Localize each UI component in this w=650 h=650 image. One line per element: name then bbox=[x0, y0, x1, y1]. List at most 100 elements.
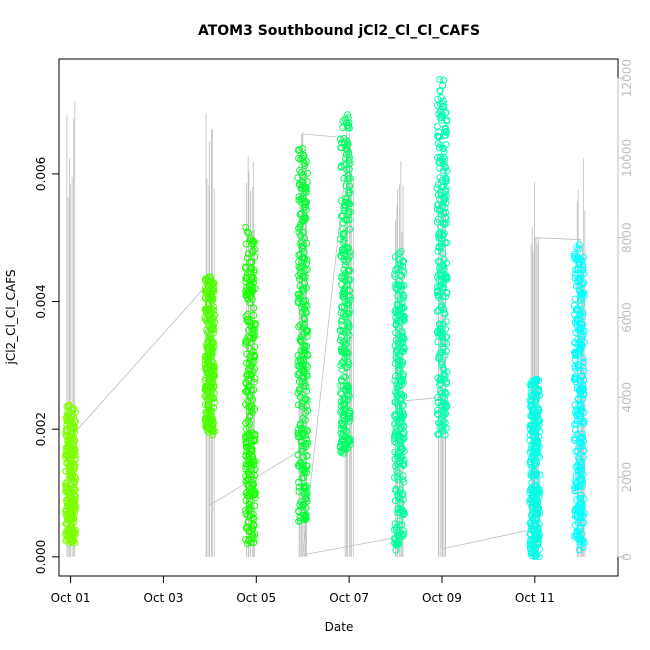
data-point bbox=[572, 282, 580, 290]
data-point bbox=[303, 328, 311, 336]
data-point bbox=[340, 229, 348, 237]
data-point bbox=[298, 445, 306, 453]
data-point bbox=[295, 251, 303, 259]
data-point bbox=[297, 338, 305, 346]
data-point bbox=[579, 433, 587, 441]
data-point bbox=[295, 378, 303, 386]
data-point bbox=[571, 362, 579, 370]
data-point bbox=[299, 323, 307, 331]
data-point bbox=[399, 408, 406, 416]
data-point bbox=[398, 329, 406, 337]
data-point bbox=[296, 362, 303, 370]
data-point bbox=[577, 324, 584, 332]
data-point bbox=[209, 379, 217, 386]
data-point bbox=[530, 422, 538, 429]
data-point bbox=[346, 296, 354, 304]
data-point bbox=[528, 526, 536, 534]
data-point bbox=[206, 289, 214, 297]
data-point bbox=[67, 470, 75, 478]
data-point bbox=[245, 359, 253, 367]
data-point bbox=[579, 280, 587, 288]
data-point bbox=[579, 543, 587, 551]
data-point bbox=[343, 145, 351, 153]
data-point bbox=[246, 334, 254, 342]
data-point bbox=[571, 521, 579, 529]
data-point bbox=[397, 499, 405, 507]
data-point bbox=[574, 362, 582, 370]
data-point bbox=[340, 204, 348, 212]
data-point bbox=[251, 320, 259, 328]
data-point bbox=[300, 483, 308, 491]
data-point bbox=[202, 364, 210, 372]
data-point bbox=[301, 162, 309, 170]
data-point bbox=[62, 482, 70, 490]
data-point bbox=[434, 273, 441, 281]
data-point bbox=[300, 374, 308, 382]
x-tick-label: Oct 05 bbox=[236, 591, 276, 605]
data-point bbox=[344, 255, 352, 263]
data-point bbox=[302, 492, 310, 499]
data-point bbox=[393, 285, 401, 293]
x-axis: Oct 01 Oct 03 Oct 05 Oct 07 Oct 09 Oct 11 bbox=[51, 575, 555, 605]
data-point bbox=[342, 258, 350, 266]
data-point bbox=[398, 417, 406, 425]
data-point bbox=[65, 455, 72, 463]
data-point bbox=[571, 338, 579, 346]
x-tick-label: Oct 01 bbox=[51, 591, 91, 605]
data-point bbox=[250, 238, 258, 246]
data-point bbox=[303, 256, 311, 264]
y-axis-label: jCl2_Cl_Cl_CAFS bbox=[4, 269, 18, 365]
data-point bbox=[579, 453, 587, 461]
data-point bbox=[443, 289, 451, 297]
data-point bbox=[397, 248, 405, 256]
data-point bbox=[340, 288, 348, 295]
data-point bbox=[242, 400, 249, 408]
data-point bbox=[575, 437, 583, 445]
data-point bbox=[434, 257, 442, 265]
data-point bbox=[62, 480, 70, 487]
data-point bbox=[250, 481, 257, 489]
y-right-tick-label: 10000 bbox=[620, 139, 634, 177]
data-point bbox=[395, 364, 403, 372]
data-point bbox=[435, 206, 443, 214]
data-point bbox=[440, 195, 448, 203]
data-point bbox=[532, 521, 540, 529]
data-point bbox=[435, 144, 443, 152]
data-point bbox=[440, 309, 448, 317]
data-point bbox=[303, 469, 311, 476]
data-point bbox=[251, 465, 259, 473]
data-point bbox=[68, 423, 76, 431]
data-point bbox=[396, 517, 404, 525]
data-point bbox=[71, 529, 79, 537]
data-point bbox=[535, 405, 543, 413]
data-point bbox=[346, 153, 353, 161]
data-point bbox=[536, 471, 544, 479]
data-point bbox=[243, 228, 251, 236]
data-point bbox=[535, 443, 543, 451]
data-point bbox=[399, 372, 407, 380]
data-point bbox=[580, 279, 588, 287]
data-point bbox=[434, 287, 441, 295]
data-point bbox=[65, 401, 73, 409]
data-point bbox=[242, 510, 250, 518]
data-point bbox=[296, 356, 304, 363]
data-point bbox=[302, 309, 310, 317]
data-point bbox=[439, 82, 447, 89]
data-point bbox=[341, 275, 349, 283]
data-point bbox=[434, 181, 442, 189]
data-point bbox=[391, 420, 399, 428]
data-point bbox=[571, 349, 578, 356]
data-point bbox=[434, 338, 442, 346]
data-point bbox=[250, 378, 258, 386]
data-point bbox=[435, 232, 443, 240]
data-point bbox=[571, 484, 579, 492]
x-tick-label: Oct 03 bbox=[144, 591, 184, 605]
data-point bbox=[294, 357, 302, 365]
data-point bbox=[341, 284, 349, 292]
data-point bbox=[346, 267, 354, 274]
data-point bbox=[440, 375, 448, 383]
data-point bbox=[301, 297, 309, 304]
data-point bbox=[295, 258, 303, 266]
data-point bbox=[442, 333, 449, 341]
data-point bbox=[303, 396, 311, 404]
